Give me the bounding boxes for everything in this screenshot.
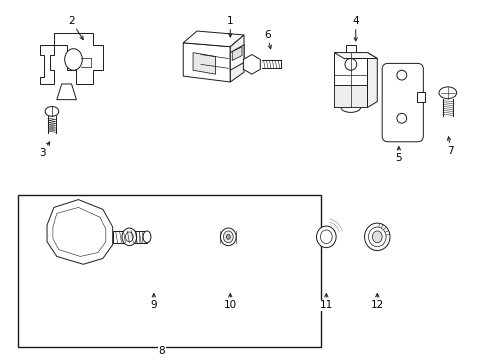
- Ellipse shape: [316, 226, 335, 248]
- Text: 3: 3: [39, 142, 50, 158]
- Bar: [18, 195, 321, 347]
- Text: 1: 1: [226, 16, 233, 37]
- Polygon shape: [193, 53, 215, 74]
- Text: 8: 8: [158, 346, 164, 356]
- Polygon shape: [345, 45, 355, 53]
- Polygon shape: [333, 53, 377, 58]
- Text: 2: 2: [68, 16, 83, 40]
- Polygon shape: [40, 45, 54, 84]
- Circle shape: [396, 70, 406, 80]
- Ellipse shape: [125, 232, 133, 242]
- Polygon shape: [53, 207, 105, 256]
- Text: 4: 4: [352, 16, 358, 41]
- FancyBboxPatch shape: [382, 63, 423, 142]
- Ellipse shape: [223, 231, 233, 243]
- Polygon shape: [230, 35, 244, 82]
- Polygon shape: [183, 43, 230, 82]
- Polygon shape: [417, 92, 425, 102]
- Ellipse shape: [220, 228, 236, 246]
- Polygon shape: [57, 84, 76, 100]
- Ellipse shape: [226, 234, 230, 239]
- Polygon shape: [47, 199, 112, 264]
- Ellipse shape: [64, 49, 82, 70]
- Ellipse shape: [364, 223, 389, 251]
- Ellipse shape: [368, 227, 386, 247]
- Polygon shape: [333, 85, 367, 108]
- Circle shape: [344, 58, 356, 70]
- Text: 10: 10: [224, 294, 236, 310]
- Ellipse shape: [372, 231, 382, 243]
- Text: 5: 5: [395, 147, 401, 163]
- Polygon shape: [232, 47, 242, 60]
- Ellipse shape: [122, 228, 137, 246]
- Ellipse shape: [438, 87, 456, 99]
- Text: 7: 7: [447, 137, 453, 156]
- Text: 6: 6: [264, 30, 271, 49]
- Ellipse shape: [143, 231, 151, 243]
- Circle shape: [396, 113, 406, 123]
- Ellipse shape: [45, 107, 59, 116]
- Polygon shape: [54, 33, 102, 84]
- Polygon shape: [230, 45, 244, 70]
- Bar: [112, 231, 147, 243]
- Text: 9: 9: [150, 294, 157, 310]
- Polygon shape: [367, 53, 377, 108]
- Ellipse shape: [320, 230, 331, 244]
- Text: 11: 11: [319, 294, 332, 310]
- Text: 12: 12: [370, 294, 383, 310]
- Polygon shape: [183, 31, 244, 47]
- Polygon shape: [333, 53, 367, 108]
